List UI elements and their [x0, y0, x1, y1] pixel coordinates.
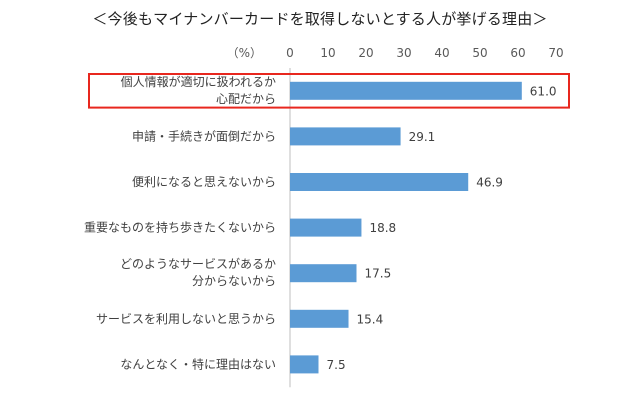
bar [290, 81, 522, 100]
bar-value-label: 61.0 [530, 84, 557, 98]
bar-value-label: 18.8 [369, 221, 396, 235]
category-label: 個人情報が適切に扱われるか [121, 74, 276, 89]
x-tick-label: 0 [286, 46, 294, 60]
category-label: どのようなサービスがあるか [120, 256, 276, 271]
category-label: 便利になると思えないから [132, 175, 276, 189]
category-label: 重要なものを持ち歩きたくないから [84, 220, 276, 235]
x-tick-label: 40 [434, 46, 449, 60]
x-tick-label: 70 [548, 46, 563, 60]
category-label: 心配だから [216, 92, 276, 106]
category-label: 分からないから [192, 274, 276, 288]
category-label: 申請・手続きが面倒だから [132, 128, 276, 143]
x-tick-label: 50 [472, 46, 487, 60]
category-label: なんとなく・特に理由はない [120, 356, 276, 371]
x-axis-ticks: 0 10 20 30 40 50 60 70 [286, 46, 563, 60]
category-label: サービスを利用しないと思うから [96, 312, 276, 326]
x-tick-label: 20 [358, 46, 373, 60]
bar [290, 173, 469, 191]
bar-value-label: 46.9 [476, 176, 503, 190]
x-tick-label: 30 [396, 46, 411, 60]
bar [290, 355, 319, 374]
x-tick-label: 60 [510, 46, 525, 60]
highlight-box [88, 73, 570, 109]
bar-value-label: 15.4 [357, 312, 384, 326]
bar [290, 218, 362, 237]
bar-value-label: 17.5 [365, 267, 392, 281]
bar [290, 127, 401, 146]
bar-value-label: 7.5 [327, 358, 346, 372]
bar [290, 264, 357, 283]
bar [290, 309, 349, 328]
unit-label: （%） [227, 46, 262, 60]
bar-value-label: 29.1 [409, 130, 436, 144]
chart-title: ＜今後もマイナンバーカードを取得しないとする人が挙げる理由＞ [92, 10, 548, 28]
x-tick-label: 10 [320, 46, 335, 60]
